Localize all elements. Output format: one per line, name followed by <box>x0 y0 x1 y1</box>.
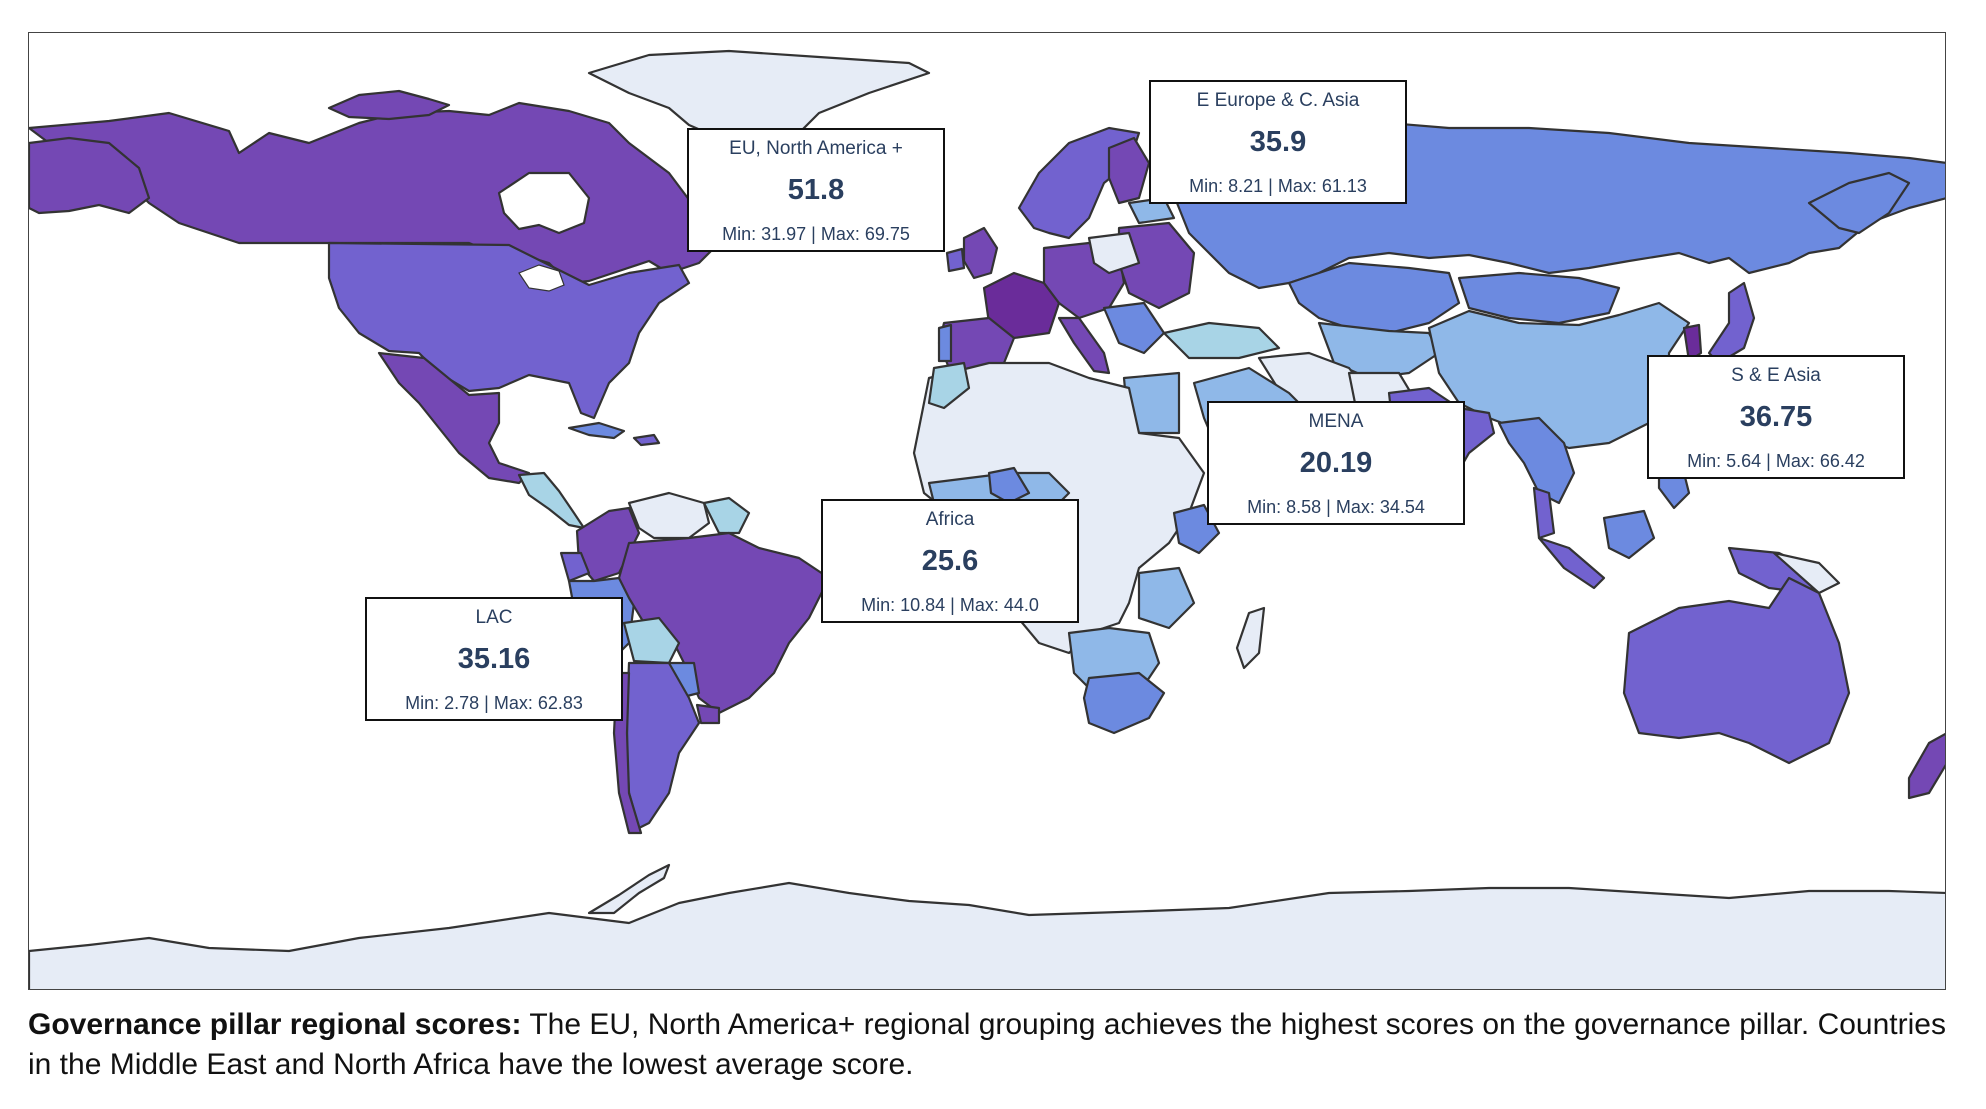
arctic-islands <box>327 89 451 121</box>
south-africa <box>1082 671 1166 735</box>
brazil <box>617 531 831 715</box>
bolivia <box>622 616 681 665</box>
morocco <box>927 361 971 410</box>
belarus-ukraine <box>1087 231 1141 275</box>
venezuela <box>627 491 711 540</box>
hudson-bay <box>497 171 591 235</box>
world-map: EU, North America + 51.8 Min: 31.97 | Ma… <box>28 32 1946 990</box>
kazakhstan <box>1287 261 1461 335</box>
region-name: MENA <box>1308 411 1364 432</box>
turkey <box>1162 321 1281 360</box>
ecuador <box>559 551 591 583</box>
indonesia-sumatra <box>1537 536 1606 590</box>
usa <box>327 241 691 420</box>
korea <box>1682 323 1703 363</box>
mongolia <box>1457 271 1621 325</box>
guianas <box>702 496 751 535</box>
region-range: Min: 8.58 | Max: 34.54 <box>1247 497 1425 517</box>
japan <box>1707 281 1756 365</box>
region-average: 20.19 <box>1299 447 1373 479</box>
kenya-tanzania <box>1137 566 1196 630</box>
mainland-se-asia <box>1497 416 1576 505</box>
region-name: LAC <box>475 607 513 628</box>
region-range: Min: 5.64 | Max: 66.42 <box>1687 451 1865 471</box>
caption-text: The EU, North America+ regional grouping… <box>28 1008 1946 1081</box>
central-america <box>517 471 586 530</box>
uruguay <box>695 703 721 725</box>
caption-lead: Governance pillar regional scores: <box>28 1008 522 1041</box>
italy <box>1057 316 1111 375</box>
figure-caption: Governance pillar regional scores: The E… <box>28 1005 1958 1085</box>
balkans <box>1102 301 1166 355</box>
region-box-mena: MENA 20.19 Min: 8.58 | Max: 34.54 <box>1207 401 1465 525</box>
ireland <box>945 247 966 273</box>
hispaniola <box>632 433 661 447</box>
region-box-s-e-asia: S & E Asia 36.75 Min: 5.64 | Max: 66.42 <box>1647 355 1905 479</box>
region-range: Min: 10.84 | Max: 44.0 <box>861 595 1039 615</box>
region-box-e-europe-c-asia: E Europe & C. Asia 35.9 Min: 8.21 | Max:… <box>1149 80 1407 204</box>
region-average: 25.6 <box>921 545 979 577</box>
antarctica <box>29 881 1945 989</box>
region-name: E Europe & C. Asia <box>1196 90 1360 111</box>
region-range: Min: 8.21 | Max: 61.13 <box>1189 176 1367 196</box>
region-box-africa: Africa 25.6 Min: 10.84 | Max: 44.0 <box>821 499 1079 623</box>
borneo <box>1602 509 1656 560</box>
finland <box>1107 136 1151 205</box>
alaska <box>29 136 151 215</box>
malay-peninsula <box>1532 486 1556 540</box>
new-zealand <box>1907 732 1945 800</box>
png <box>1772 551 1841 595</box>
portugal <box>937 323 953 363</box>
cuba <box>567 421 626 440</box>
region-average: 35.16 <box>457 643 531 675</box>
australia <box>1622 576 1851 765</box>
region-box-eu-north-america: EU, North America + 51.8 Min: 31.97 | Ma… <box>687 128 945 252</box>
antarctic-peninsula <box>587 863 671 915</box>
ghana-nigeria <box>987 466 1031 505</box>
region-range: Min: 31.97 | Max: 69.75 <box>722 224 910 244</box>
region-box-lac: LAC 35.16 Min: 2.78 | Max: 62.83 <box>365 597 623 721</box>
mexico <box>377 351 531 485</box>
region-name: EU, North America + <box>729 138 903 159</box>
region-average: 51.8 <box>787 174 845 206</box>
uk <box>962 226 999 280</box>
great-lakes <box>518 264 565 292</box>
region-average: 35.9 <box>1249 126 1307 158</box>
region-name: S & E Asia <box>1731 365 1821 386</box>
madagascar <box>1235 606 1266 670</box>
region-range: Min: 2.78 | Max: 62.83 <box>405 693 583 713</box>
region-average: 36.75 <box>1739 401 1813 433</box>
region-name: Africa <box>925 509 975 530</box>
russia-peninsula <box>1807 171 1911 235</box>
